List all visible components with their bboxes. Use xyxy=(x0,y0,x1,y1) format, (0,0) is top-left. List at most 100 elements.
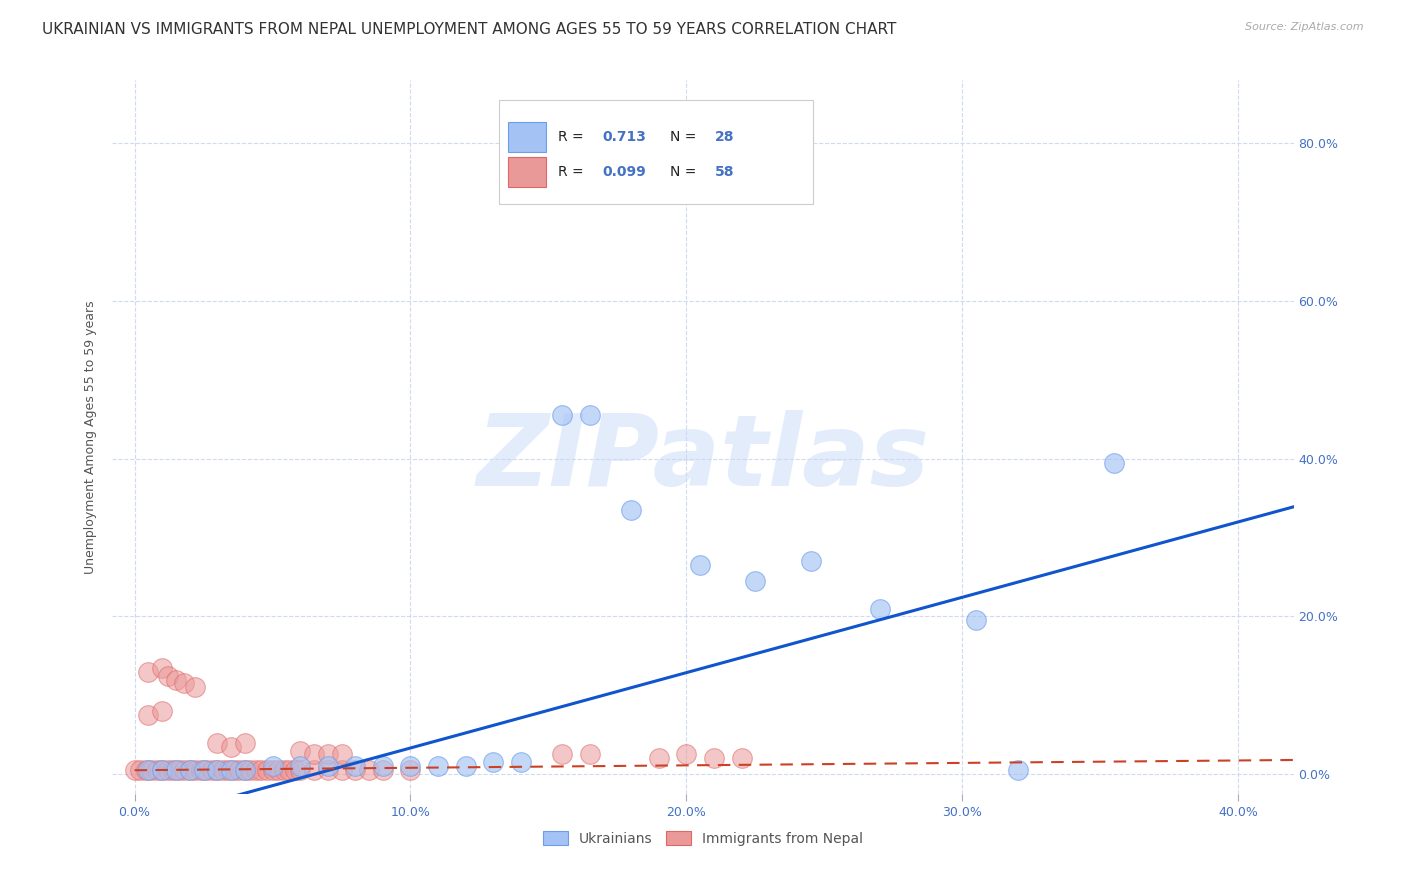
Point xyxy=(173,676,195,690)
Point xyxy=(135,763,157,777)
Point xyxy=(184,681,207,695)
Point xyxy=(239,763,262,777)
Point xyxy=(219,763,242,777)
Point xyxy=(207,763,229,777)
Point xyxy=(1007,763,1029,777)
Point xyxy=(288,763,311,777)
Point xyxy=(288,759,311,773)
Text: N =: N = xyxy=(669,165,700,179)
Point xyxy=(359,763,381,777)
Point xyxy=(165,763,187,777)
Point xyxy=(150,661,173,675)
Text: 58: 58 xyxy=(714,165,734,179)
Point xyxy=(138,763,160,777)
Point xyxy=(344,763,367,777)
Point xyxy=(162,763,184,777)
Point xyxy=(262,763,284,777)
Point xyxy=(302,747,325,762)
Point xyxy=(217,763,239,777)
Point xyxy=(579,409,602,423)
Point xyxy=(675,747,697,762)
Text: 0.099: 0.099 xyxy=(603,165,647,179)
Point xyxy=(150,704,173,718)
Point xyxy=(201,763,224,777)
Point xyxy=(222,763,245,777)
Point xyxy=(427,759,450,773)
Point xyxy=(179,763,201,777)
Bar xyxy=(508,121,546,152)
Point xyxy=(620,503,643,517)
Point xyxy=(245,763,267,777)
Text: R =: R = xyxy=(558,129,588,144)
Point xyxy=(167,763,190,777)
Point xyxy=(145,763,167,777)
Point xyxy=(371,763,394,777)
Point xyxy=(129,763,152,777)
Point xyxy=(965,614,987,628)
Point xyxy=(551,409,574,423)
Point xyxy=(730,751,752,765)
Point xyxy=(219,739,242,754)
Point xyxy=(262,759,284,773)
Point xyxy=(139,763,162,777)
Point xyxy=(344,759,367,773)
Point xyxy=(150,763,173,777)
Point xyxy=(579,747,602,762)
Point xyxy=(207,763,229,777)
Bar xyxy=(508,157,546,187)
Point xyxy=(256,763,278,777)
Point xyxy=(744,574,766,588)
Point xyxy=(316,747,339,762)
Point xyxy=(207,736,229,750)
Point xyxy=(800,554,823,568)
Point xyxy=(399,759,422,773)
Point xyxy=(316,763,339,777)
Point xyxy=(399,763,422,777)
Point xyxy=(278,763,301,777)
Text: UKRAINIAN VS IMMIGRANTS FROM NEPAL UNEMPLOYMENT AMONG AGES 55 TO 59 YEARS CORREL: UKRAINIAN VS IMMIGRANTS FROM NEPAL UNEMP… xyxy=(42,22,897,37)
Point xyxy=(316,759,339,773)
Point xyxy=(228,763,250,777)
Point xyxy=(156,668,179,682)
Y-axis label: Unemployment Among Ages 55 to 59 years: Unemployment Among Ages 55 to 59 years xyxy=(83,301,97,574)
Point xyxy=(193,763,215,777)
Text: 28: 28 xyxy=(714,129,734,144)
Point xyxy=(156,763,179,777)
Point xyxy=(267,763,290,777)
Point xyxy=(1102,456,1125,470)
Point xyxy=(195,763,218,777)
Point xyxy=(173,763,195,777)
Text: Source: ZipAtlas.com: Source: ZipAtlas.com xyxy=(1246,22,1364,32)
Text: ZIPatlas: ZIPatlas xyxy=(477,410,929,507)
Point xyxy=(302,763,325,777)
Point xyxy=(124,763,146,777)
Point xyxy=(233,736,256,750)
Point xyxy=(509,756,531,770)
Point xyxy=(288,743,311,757)
Point xyxy=(138,708,160,723)
Point xyxy=(454,759,477,773)
Point xyxy=(179,763,201,777)
Point xyxy=(138,665,160,679)
Text: R =: R = xyxy=(558,165,588,179)
Text: 0.713: 0.713 xyxy=(603,129,647,144)
Point xyxy=(689,558,711,573)
Point xyxy=(330,747,353,762)
Point xyxy=(233,763,256,777)
Point xyxy=(273,763,295,777)
Point xyxy=(212,763,235,777)
Point xyxy=(330,763,353,777)
Point xyxy=(165,673,187,687)
Point xyxy=(150,763,173,777)
Point xyxy=(190,763,212,777)
Legend: Ukrainians, Immigrants from Nepal: Ukrainians, Immigrants from Nepal xyxy=(537,825,869,851)
Point xyxy=(233,763,256,777)
Text: N =: N = xyxy=(669,129,700,144)
Point xyxy=(371,759,394,773)
Point xyxy=(184,763,207,777)
Point xyxy=(284,763,307,777)
FancyBboxPatch shape xyxy=(499,100,813,203)
Point xyxy=(250,763,273,777)
Point xyxy=(648,751,671,765)
Point xyxy=(482,756,505,770)
